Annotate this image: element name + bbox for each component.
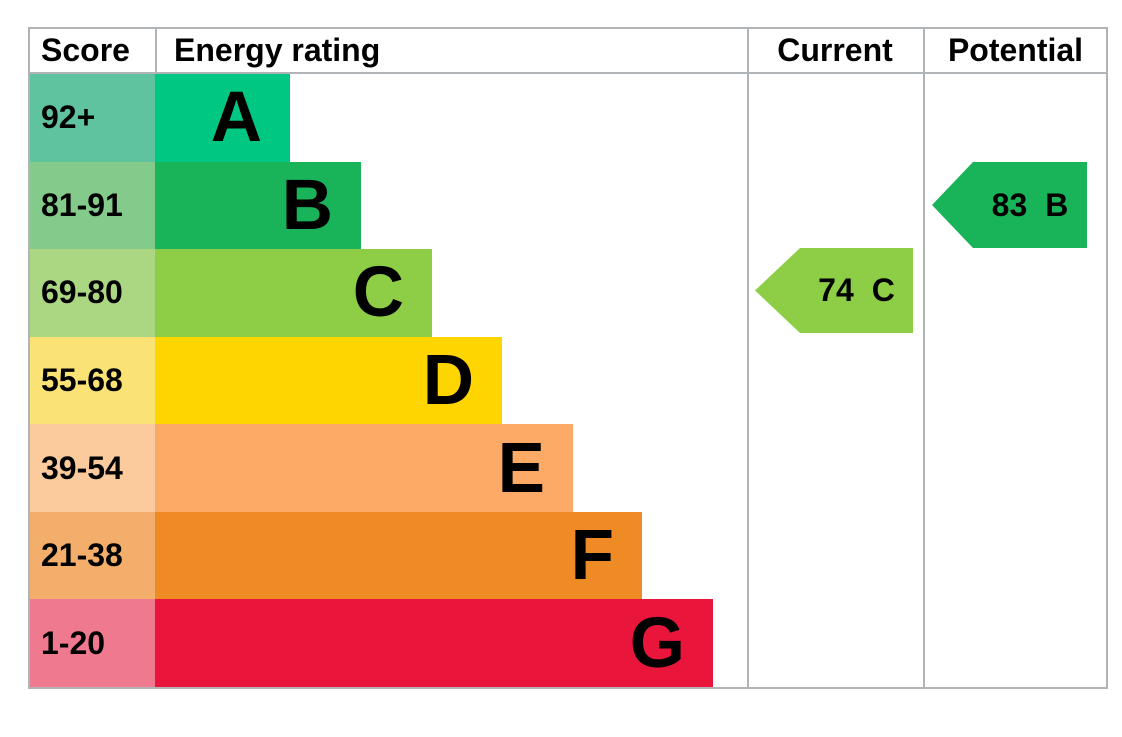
- rating-bar-e: E: [155, 424, 573, 512]
- band-row-g: 1-20 G: [30, 599, 1106, 688]
- band-row-a: 92+ A: [30, 74, 1106, 162]
- header-potential: Potential: [947, 32, 1084, 68]
- score-range-b: 81-91: [30, 161, 155, 250]
- potential-rating-arrow: 83 B: [932, 162, 1087, 248]
- potential-band-letter: B: [1045, 186, 1069, 223]
- band-letter-f: F: [570, 516, 614, 596]
- epc-table: Score Energy rating Current Potential 92…: [28, 27, 1108, 689]
- band-row-d: 55-68 D: [30, 336, 1106, 425]
- score-range-a: 92+: [30, 74, 155, 162]
- band-row-c: 69-80 C: [30, 249, 1106, 337]
- band-rows: 92+ A 81-91 B 69-80 C 55-68: [30, 74, 1106, 688]
- divider-potential-column: [923, 29, 925, 687]
- band-letter-a: A: [210, 78, 262, 158]
- potential-arrow-label: 83 B: [932, 162, 1087, 248]
- band-letter-g: G: [629, 603, 685, 683]
- band-row-e: 39-54 E: [30, 424, 1106, 512]
- rating-bar-b: B: [155, 161, 361, 250]
- score-range-e: 39-54: [30, 424, 155, 512]
- current-arrow-label: 74 C: [755, 248, 913, 333]
- potential-score-value: 83: [991, 186, 1028, 223]
- score-range-c: 69-80: [30, 249, 155, 337]
- potential-arrow-shape: [932, 162, 1087, 248]
- band-row-b: 81-91 B: [30, 161, 1106, 250]
- header-energy-rating: Energy rating: [174, 32, 381, 68]
- current-arrow-shape: [755, 248, 913, 333]
- score-range-g: 1-20: [30, 599, 155, 688]
- header-score: Score: [41, 32, 130, 68]
- rating-bar-d: D: [155, 336, 502, 425]
- divider-current-column: [747, 29, 749, 687]
- current-score-value: 74: [818, 272, 854, 308]
- score-range-f: 21-38: [30, 511, 155, 600]
- current-rating-arrow: 74 C: [755, 248, 913, 333]
- current-arrow-polygon: [755, 248, 913, 333]
- header-current: Current: [777, 32, 893, 68]
- score-range-d: 55-68: [30, 336, 155, 425]
- rating-bar-a: A: [155, 74, 290, 162]
- rating-bar-f: F: [155, 511, 642, 600]
- band-letter-b: B: [281, 165, 333, 245]
- divider-score-column: [155, 29, 157, 72]
- band-letter-c: C: [352, 253, 404, 333]
- rating-bar-g: G: [155, 599, 713, 688]
- potential-arrow-polygon: [932, 162, 1087, 248]
- divider-header-bottom: [30, 72, 1106, 74]
- band-letter-e: E: [497, 428, 545, 508]
- current-band-letter: C: [871, 272, 895, 308]
- band-letter-d: D: [422, 341, 474, 421]
- rating-bar-c: C: [155, 249, 432, 337]
- band-row-f: 21-38 F: [30, 511, 1106, 600]
